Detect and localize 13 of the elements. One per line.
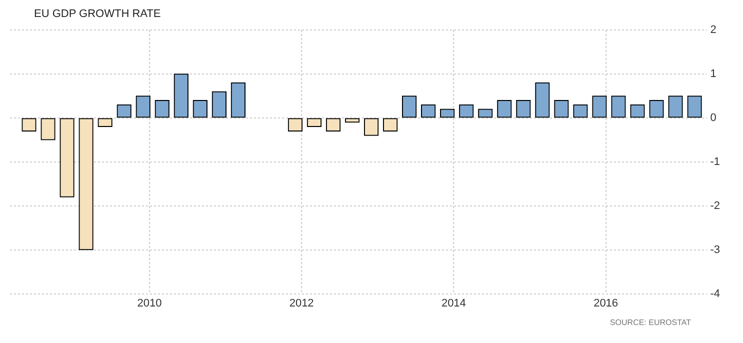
y-tick-label: -4 bbox=[710, 288, 720, 300]
x-tick-label: 2010 bbox=[137, 297, 162, 310]
y-tick-label: -3 bbox=[710, 244, 720, 256]
y-tick-label: -2 bbox=[710, 200, 720, 212]
source-note: SOURCE: EUROSTAT bbox=[610, 318, 691, 327]
chart-title: EU GDP GROWTH RATE bbox=[34, 8, 161, 20]
x-tick-label: 2014 bbox=[441, 297, 466, 310]
x-tick-label: 2016 bbox=[594, 297, 618, 310]
y-tick-label: 1 bbox=[710, 68, 716, 80]
y-tick-label: 2 bbox=[710, 24, 716, 36]
y-tick-label: 0 bbox=[710, 112, 716, 124]
x-tick-label: 2012 bbox=[289, 297, 314, 310]
y-tick-label: -1 bbox=[710, 156, 720, 168]
